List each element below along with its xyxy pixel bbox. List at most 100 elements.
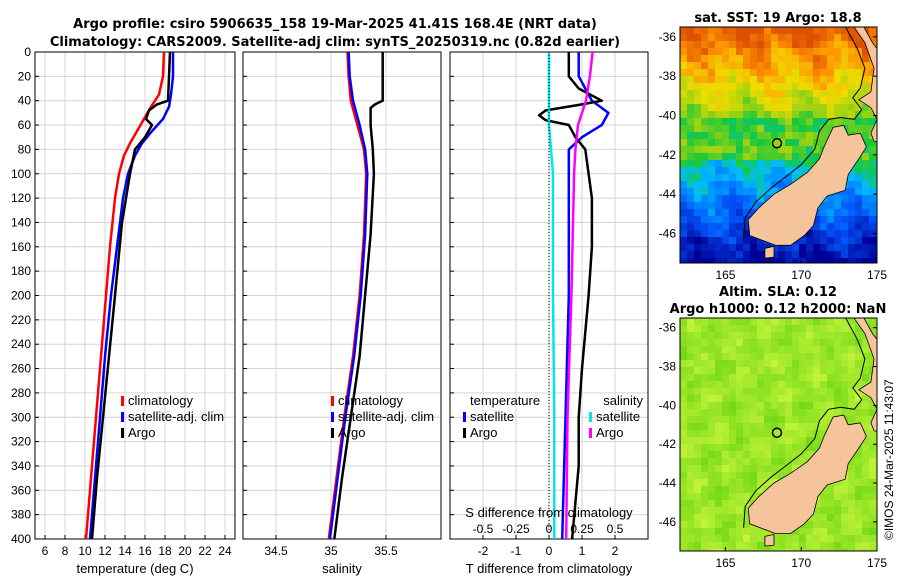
map-cell bbox=[841, 507, 849, 515]
map-cell bbox=[834, 90, 842, 98]
map-cell bbox=[834, 104, 842, 112]
map-cell bbox=[862, 549, 870, 551]
map-cell bbox=[862, 542, 870, 550]
map-cell bbox=[680, 27, 688, 35]
map-cell bbox=[820, 325, 828, 333]
map-cell bbox=[757, 479, 765, 487]
map-cell bbox=[687, 181, 695, 189]
map-cell bbox=[806, 423, 814, 431]
map-cell bbox=[694, 381, 702, 389]
map-cell bbox=[757, 472, 765, 480]
map-cell bbox=[820, 83, 828, 91]
map-cell bbox=[743, 153, 751, 161]
map-cell bbox=[694, 90, 702, 98]
series-group bbox=[84, 52, 175, 539]
map-cell bbox=[806, 542, 814, 550]
map-cell bbox=[820, 542, 828, 550]
map-cell bbox=[729, 69, 737, 77]
y-tick-label: 240 bbox=[11, 337, 31, 351]
map-cell bbox=[729, 244, 737, 252]
map-cell bbox=[764, 69, 772, 77]
map-cell bbox=[764, 374, 772, 382]
map-cell bbox=[792, 62, 800, 70]
map-cell bbox=[820, 549, 828, 551]
map-cell bbox=[743, 535, 751, 543]
map-cell bbox=[757, 381, 765, 389]
map-cell bbox=[792, 465, 800, 473]
map-cell bbox=[806, 111, 814, 119]
map-cell bbox=[722, 174, 730, 182]
map-cell bbox=[827, 209, 835, 217]
map-cell bbox=[757, 34, 765, 42]
map-cell bbox=[715, 41, 723, 49]
map-cell bbox=[708, 542, 716, 550]
map-cell bbox=[694, 118, 702, 126]
map-cell bbox=[862, 244, 870, 252]
map-cell bbox=[701, 118, 709, 126]
map-cell bbox=[736, 153, 744, 161]
map-cell bbox=[834, 111, 842, 119]
map-cell bbox=[757, 62, 765, 70]
map-cell bbox=[715, 332, 723, 340]
map-cell bbox=[785, 48, 793, 56]
map-cell bbox=[743, 41, 751, 49]
map-cell bbox=[722, 367, 730, 375]
map-cell bbox=[701, 458, 709, 466]
map-cell bbox=[736, 174, 744, 182]
map-cell bbox=[694, 458, 702, 466]
map-cell bbox=[701, 395, 709, 403]
map-cell bbox=[771, 402, 779, 410]
isobath-contour bbox=[743, 27, 866, 240]
sst-map-title: sat. SST: 19 Argo: 18.8 bbox=[694, 11, 861, 26]
map-cell bbox=[834, 34, 842, 42]
map-cell bbox=[687, 486, 695, 494]
map-cell bbox=[736, 55, 744, 63]
map-cell bbox=[736, 332, 744, 340]
map-cell bbox=[799, 535, 807, 543]
map-cell bbox=[715, 69, 723, 77]
map-cell bbox=[820, 528, 828, 536]
map-cell bbox=[736, 181, 744, 189]
map-cell bbox=[799, 367, 807, 375]
map-cell bbox=[680, 437, 688, 445]
map-cell bbox=[848, 381, 856, 389]
map-cell bbox=[729, 223, 737, 231]
map-cell bbox=[736, 244, 744, 252]
map-cell bbox=[862, 237, 870, 245]
map-cell bbox=[694, 500, 702, 508]
map-cell bbox=[771, 258, 779, 263]
map-cell bbox=[827, 339, 835, 347]
map-cell bbox=[680, 458, 688, 466]
map-cell bbox=[743, 374, 751, 382]
map-cell bbox=[785, 160, 793, 168]
map-cell bbox=[757, 416, 765, 424]
map-cell bbox=[792, 153, 800, 161]
map-cell bbox=[708, 111, 716, 119]
map-cell bbox=[680, 167, 688, 175]
map-cell bbox=[722, 83, 730, 91]
map-cell bbox=[806, 146, 814, 154]
map-cell bbox=[708, 237, 716, 245]
map-cell bbox=[764, 146, 772, 154]
map-cell bbox=[785, 153, 793, 161]
map-cell bbox=[701, 27, 709, 35]
map-cell bbox=[750, 251, 758, 259]
map-cell bbox=[701, 388, 709, 396]
map-cell bbox=[827, 230, 835, 238]
map-cell bbox=[736, 188, 744, 196]
map-y-tick-label: -38 bbox=[659, 360, 677, 374]
map-cell bbox=[792, 132, 800, 140]
legend-swatch bbox=[331, 428, 334, 438]
map-cell bbox=[778, 90, 786, 98]
map-cell bbox=[806, 521, 814, 529]
map-y-tick-label: -40 bbox=[659, 109, 677, 123]
map-cell bbox=[764, 258, 772, 263]
map-cell bbox=[862, 360, 870, 368]
map-cell bbox=[806, 104, 814, 112]
map-cell bbox=[715, 90, 723, 98]
map-cell bbox=[687, 90, 695, 98]
map-cell bbox=[841, 48, 849, 56]
map-cell bbox=[736, 353, 744, 361]
map-cell bbox=[757, 237, 765, 245]
s-tick-label: -0.5 bbox=[473, 522, 494, 536]
